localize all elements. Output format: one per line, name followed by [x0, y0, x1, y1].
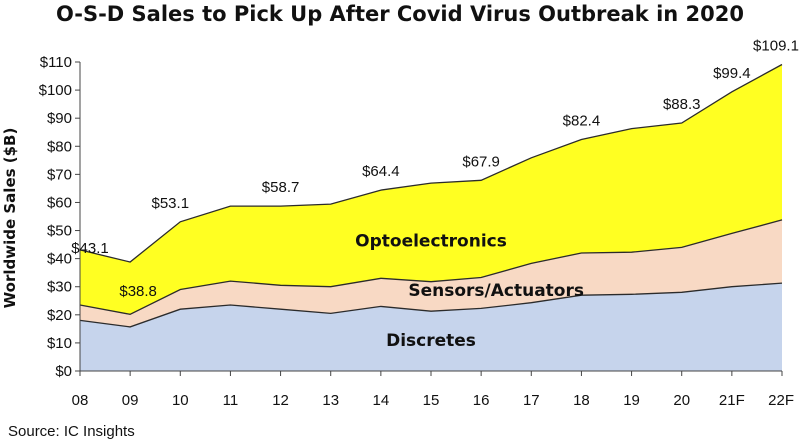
y-tick-label: $10	[47, 335, 72, 352]
series-label-discretes: Discretes	[386, 331, 476, 351]
y-tick-label: $40	[47, 251, 72, 268]
axes	[75, 61, 783, 376]
y-tick-label: $100	[39, 82, 72, 99]
chart-title: O-S-D Sales to Pick Up After Covid Virus…	[55, 2, 744, 26]
x-tick-label: 15	[423, 392, 440, 409]
y-tick-label: $50	[47, 223, 72, 240]
x-tick-label: 18	[573, 392, 590, 409]
x-tick-label: 21F	[719, 392, 745, 409]
y-tick-label: $30	[47, 279, 72, 296]
series-areas	[80, 64, 782, 371]
area-optoelectronics	[80, 64, 782, 315]
x-tick-label: 19	[623, 392, 640, 409]
x-tick-label: 11	[223, 392, 239, 409]
data-label: $43.1	[71, 240, 109, 257]
data-label: $67.9	[462, 153, 500, 170]
x-tick-label: 10	[172, 392, 189, 409]
x-tick-label: 17	[523, 392, 540, 409]
data-label: $58.7	[262, 179, 300, 196]
data-label: $88.3	[663, 96, 701, 113]
y-tick-label: $0	[55, 363, 72, 380]
source-note: Source: IC Insights	[8, 423, 135, 440]
data-label: $53.1	[152, 195, 190, 212]
x-tick-label: 12	[272, 392, 289, 409]
y-tick-label: $70	[47, 166, 72, 183]
line-discretes	[79, 282, 783, 328]
x-tick-label: 09	[122, 392, 139, 409]
data-label: $38.8	[119, 283, 157, 300]
area-sensors-actuators	[80, 219, 782, 327]
series-outlines	[79, 63, 783, 328]
x-tick-labels: 08 09 10 11 12 13 14 15 16 17 18 19 20 21F 22F	[72, 392, 794, 409]
series-labels: Discretes Sensors/Actuators Optoelectronic…	[355, 231, 584, 351]
data-label: $109.1	[753, 38, 799, 55]
area-discretes	[80, 283, 782, 371]
y-axis-label: Worldwide Sales ($B)	[1, 127, 19, 309]
x-tick-label: 22F	[768, 392, 794, 409]
x-tick-label: 14	[373, 392, 390, 409]
data-label: $99.4	[713, 65, 751, 82]
x-tick-label: 20	[673, 392, 690, 409]
line-optoelectronics	[79, 63, 783, 263]
y-tick-label: $110	[40, 54, 72, 71]
y-tick-label: $90	[47, 110, 72, 127]
x-tick-label: 08	[72, 392, 89, 409]
series-label-sensors-actuators: Sensors/Actuators	[408, 281, 584, 301]
x-tick-label: 16	[473, 392, 490, 409]
line-sensors-actuators	[79, 219, 783, 315]
series-label-optoelectronics: Optoelectronics	[355, 231, 507, 251]
x-tick-label: 13	[322, 392, 339, 409]
y-tick-label: $20	[47, 307, 72, 324]
data-labels: $43.1 $38.8 $53.1 $58.7 $64.4 $67.9 $82.4 $88.3…	[71, 38, 799, 300]
y-tick-labels: $0 $10 $20 $30 $40 $50 $60 $70 $80 $90 $100 $110	[39, 54, 72, 380]
y-tick-label: $60	[47, 194, 72, 211]
data-label: $82.4	[563, 113, 601, 130]
y-tick-label: $80	[47, 138, 72, 155]
data-label: $64.4	[362, 163, 400, 180]
